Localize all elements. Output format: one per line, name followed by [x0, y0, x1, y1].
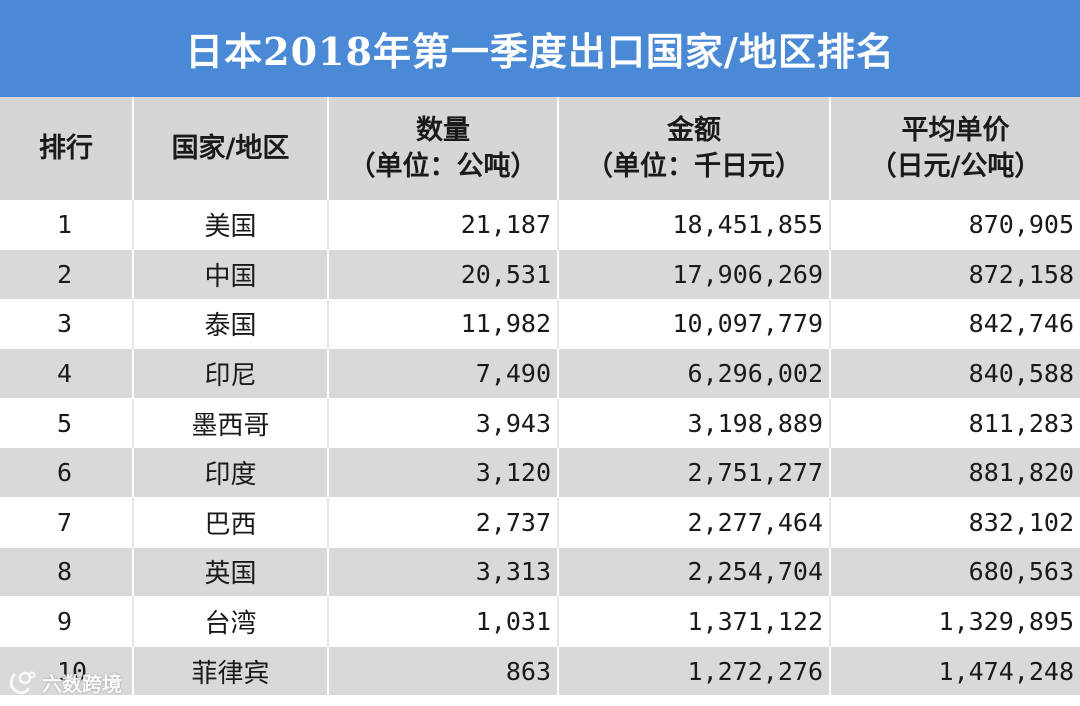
quantity-cell: 863 — [328, 646, 559, 697]
quantity-cell: 7,490 — [328, 348, 559, 399]
table-row: 9 台湾 1,031 1,371,122 1,329,895 — [0, 596, 1080, 647]
amount-cell: 3,198,889 — [558, 398, 831, 449]
quantity-cell: 11,982 — [328, 299, 559, 350]
column-header-quantity: 数量 （单位：公吨） — [328, 97, 559, 200]
unit-price-cell: 870,905 — [830, 200, 1080, 251]
table-row: 8 英国 3,313 2,254,704 680,563 — [0, 547, 1080, 598]
country-cell: 美国 — [133, 200, 329, 251]
amount-cell: 17,906,269 — [558, 249, 831, 300]
unit-price-cell: 840,588 — [830, 348, 1080, 399]
amount-cell: 1,371,122 — [558, 596, 831, 647]
rank-cell: 4 — [0, 348, 134, 399]
amount-cell: 2,751,277 — [558, 447, 831, 499]
column-header-label: 金额 — [667, 114, 721, 146]
country-cell: 台湾 — [133, 596, 329, 647]
column-header-unit: （单位：公吨） — [348, 150, 538, 182]
rank-cell: 6 — [0, 447, 134, 499]
unit-price-cell: 872,158 — [830, 249, 1080, 300]
column-header-label: 数量 — [416, 114, 470, 146]
country-cell: 墨西哥 — [133, 398, 329, 449]
country-cell: 泰国 — [133, 299, 329, 350]
table-row: 4 印尼 7,490 6,296,002 840,588 — [0, 348, 1080, 399]
column-header-label: 国家/地区 — [171, 132, 290, 164]
amount-cell: 2,277,464 — [558, 497, 831, 548]
country-cell: 印尼 — [133, 348, 329, 399]
quantity-cell: 3,313 — [328, 547, 559, 598]
quantity-cell: 21,187 — [328, 200, 559, 251]
watermark: 六数跨境 — [8, 668, 122, 697]
title-bar: 日本2018年第一季度出口国家/地区排名 — [0, 0, 1080, 97]
rank-cell: 2 — [0, 249, 134, 300]
unit-price-cell: 842,746 — [830, 299, 1080, 350]
amount-cell: 6,296,002 — [558, 348, 831, 399]
country-cell: 英国 — [133, 547, 329, 598]
table-header-row: 排行 国家/地区 数量 （单位：公吨） 金额 （单位：千日元） 平均单价 （日元… — [0, 97, 1080, 200]
table-row: 10 菲律宾 863 1,272,276 1,474,248 — [0, 646, 1080, 697]
column-header-amount: 金额 （单位：千日元） — [558, 97, 831, 200]
rank-cell: 3 — [0, 299, 134, 350]
column-header-unit: （单位：千日元） — [586, 150, 802, 182]
quantity-cell: 2,737 — [328, 497, 559, 548]
table-row: 1 美国 21,187 18,451,855 870,905 — [0, 200, 1080, 251]
table-row: 2 中国 20,531 17,906,269 872,158 — [0, 249, 1080, 300]
rank-cell: 9 — [0, 596, 134, 647]
rank-cell: 1 — [0, 200, 134, 251]
table-row: 5 墨西哥 3,943 3,198,889 811,283 — [0, 398, 1080, 449]
quantity-cell: 1,031 — [328, 596, 559, 647]
watermark-text: 六数跨境 — [42, 672, 122, 696]
rank-cell: 8 — [0, 547, 134, 598]
column-header-country: 国家/地区 — [133, 97, 329, 200]
column-header-label: 排行 — [39, 132, 93, 164]
unit-price-cell: 1,474,248 — [830, 646, 1080, 697]
unit-price-cell: 811,283 — [830, 398, 1080, 449]
quantity-cell: 3,943 — [328, 398, 559, 449]
amount-cell: 1,272,276 — [558, 646, 831, 697]
export-ranking-table: 排行 国家/地区 数量 （单位：公吨） 金额 （单位：千日元） 平均单价 （日元… — [0, 97, 1080, 697]
page-title: 日本2018年第一季度出口国家/地区排名 — [185, 29, 895, 74]
table-row: 7 巴西 2,737 2,277,464 832,102 — [0, 497, 1080, 548]
column-header-label: 平均单价 — [901, 114, 1010, 146]
country-cell: 中国 — [133, 249, 329, 300]
country-cell: 印度 — [133, 447, 329, 499]
unit-price-cell: 680,563 — [830, 547, 1080, 598]
column-header-rank: 排行 — [0, 97, 134, 200]
rank-cell: 7 — [0, 497, 134, 548]
quantity-cell: 20,531 — [328, 249, 559, 300]
rank-cell: 10 — [0, 646, 134, 697]
watermark-logo-icon — [9, 671, 36, 694]
unit-price-cell: 881,820 — [830, 447, 1080, 499]
rank-cell: 5 — [0, 398, 134, 449]
amount-cell: 10,097,779 — [558, 299, 831, 350]
quantity-cell: 3,120 — [328, 447, 559, 499]
country-cell: 菲律宾 — [133, 646, 329, 697]
unit-price-cell: 832,102 — [830, 497, 1080, 548]
amount-cell: 18,451,855 — [558, 200, 831, 251]
column-header-unit: （日元/公吨） — [869, 150, 1042, 182]
amount-cell: 2,254,704 — [558, 547, 831, 598]
column-header-unit-price: 平均单价 （日元/公吨） — [830, 97, 1080, 200]
table-row: 3 泰国 11,982 10,097,779 842,746 — [0, 299, 1080, 350]
unit-price-cell: 1,329,895 — [830, 596, 1080, 647]
table-row: 6 印度 3,120 2,751,277 881,820 — [0, 447, 1080, 499]
country-cell: 巴西 — [133, 497, 329, 548]
